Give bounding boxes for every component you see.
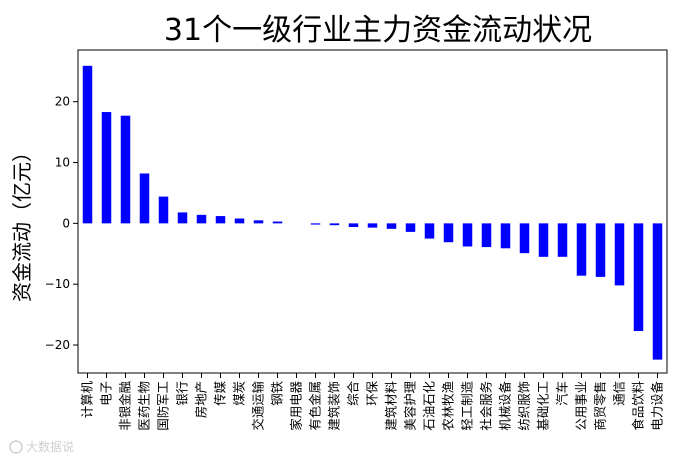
bar-19 — [424, 223, 435, 239]
bar-15 — [348, 223, 359, 228]
y-tick-label: −10 — [45, 277, 70, 291]
x-tick-label: 综合 — [346, 381, 361, 406]
x-tick-label: 国防军工 — [156, 381, 171, 431]
x-tick-label: 基础化工 — [536, 381, 551, 431]
y-tick-label: 0 — [62, 216, 70, 230]
watermark-icon — [9, 440, 23, 454]
x-tick-label: 非银金融 — [118, 381, 133, 431]
bar-26 — [557, 223, 568, 257]
x-tick-label: 通信 — [612, 381, 627, 406]
bar-18 — [405, 223, 416, 232]
x-tick-label: 纺织服饰 — [517, 381, 532, 431]
bar-29 — [614, 223, 625, 286]
bar-2 — [101, 112, 112, 224]
plot-frame — [77, 49, 668, 374]
y-tick-label: 20 — [55, 95, 70, 109]
x-tick-label: 煤炭 — [232, 381, 247, 406]
x-tick-label: 银行 — [175, 381, 190, 406]
watermark-text: 大数据说 — [26, 439, 74, 454]
bar-23 — [500, 223, 511, 249]
bar-5 — [158, 196, 169, 224]
x-tick-label: 传媒 — [213, 380, 228, 405]
bar-series — [82, 65, 663, 360]
x-tick-label: 电力设备 — [650, 380, 665, 430]
x-tick-label: 建筑装饰 — [327, 381, 342, 431]
x-tick-label: 交通运输 — [251, 380, 266, 430]
x-tick-label: 钢铁 — [270, 381, 285, 406]
chart-title: 31个一级行业主力资金流动状况 — [164, 13, 592, 48]
bar-3 — [120, 115, 131, 224]
bar-1 — [82, 65, 93, 224]
x-tick-label: 环保 — [365, 380, 380, 405]
x-tick-label: 家用电器 — [289, 380, 304, 430]
bar-10 — [253, 220, 264, 224]
x-tick-label: 商贸零售 — [593, 381, 608, 431]
bar-7 — [196, 214, 207, 224]
watermark: 大数据说 — [9, 439, 74, 454]
bar-9 — [234, 218, 245, 224]
y-tick-label: 10 — [55, 156, 70, 170]
bar-4 — [139, 173, 150, 224]
bar-27 — [576, 223, 587, 276]
x-tick-label: 机械设备 — [498, 380, 513, 430]
bar-8 — [215, 216, 226, 224]
bar-31 — [652, 223, 663, 360]
x-tick-label: 石油石化 — [422, 381, 437, 431]
bar-22 — [481, 223, 492, 248]
bar-24 — [519, 223, 530, 254]
x-axis: 计算机 电子 非银金融 医药生物 国防军工 银行 房地产 传媒 煤炭 交通运输 钢铁 家用电器 有色金属… — [80, 373, 665, 431]
bar-30 — [633, 223, 644, 332]
x-tick-label: 建筑材料 — [384, 381, 399, 431]
x-tick-label: 公用事业 — [574, 381, 589, 431]
bar-21 — [462, 223, 473, 247]
bar-6 — [177, 212, 188, 224]
x-tick-label: 有色金属 — [308, 381, 323, 431]
x-tick-label: 电子 — [99, 381, 114, 406]
bar-17 — [386, 223, 397, 229]
x-tick-label: 社会服务 — [479, 381, 494, 431]
x-tick-label: 美容护理 — [403, 381, 418, 431]
x-tick-label: 食品饮料 — [631, 381, 646, 431]
x-tick-label: 农林牧渔 — [441, 381, 456, 431]
bar-25 — [538, 223, 549, 257]
y-tick-label: −20 — [45, 338, 70, 352]
x-tick-label: 轻工制造 — [460, 380, 475, 430]
x-tick-label: 汽车 — [555, 381, 570, 406]
bar-13 — [310, 223, 321, 225]
x-tick-label: 房地产 — [194, 381, 209, 418]
x-tick-label: 计算机 — [80, 380, 95, 418]
bar-16 — [367, 223, 378, 228]
bar-11 — [272, 221, 283, 224]
x-tick-label: 医药生物 — [137, 381, 152, 431]
y-axis: −20 −10 0 10 20 — [45, 95, 78, 352]
bar-20 — [443, 223, 454, 243]
bar-14 — [329, 223, 340, 226]
y-axis-label: 资金流动（亿元） — [10, 142, 34, 302]
bar-28 — [595, 223, 606, 277]
